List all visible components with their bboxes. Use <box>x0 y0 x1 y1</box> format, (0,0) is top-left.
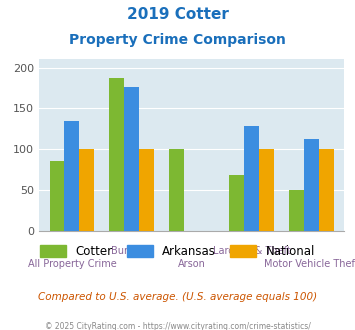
Text: Arson: Arson <box>178 259 206 269</box>
Text: 2019 Cotter: 2019 Cotter <box>127 7 228 21</box>
Text: Motor Vehicle Theft: Motor Vehicle Theft <box>264 259 355 269</box>
Bar <box>50 161 65 231</box>
Text: Larceny & Theft: Larceny & Theft <box>213 246 290 256</box>
Legend: Cotter, Arkansas, National: Cotter, Arkansas, National <box>35 241 320 263</box>
Bar <box>289 190 304 231</box>
Bar <box>124 87 139 231</box>
Text: All Property Crime: All Property Crime <box>28 259 116 269</box>
Bar <box>259 149 274 231</box>
Bar <box>169 149 184 231</box>
Bar <box>244 126 259 231</box>
Text: Property Crime Comparison: Property Crime Comparison <box>69 33 286 47</box>
Bar <box>109 78 124 231</box>
Bar <box>139 149 154 231</box>
Bar <box>65 121 80 231</box>
Text: Burglary: Burglary <box>111 246 153 256</box>
Text: Compared to U.S. average. (U.S. average equals 100): Compared to U.S. average. (U.S. average … <box>38 292 317 302</box>
Text: © 2025 CityRating.com - https://www.cityrating.com/crime-statistics/: © 2025 CityRating.com - https://www.city… <box>45 322 310 330</box>
Bar <box>80 149 94 231</box>
Bar <box>319 149 334 231</box>
Bar <box>229 176 244 231</box>
Bar <box>304 140 319 231</box>
